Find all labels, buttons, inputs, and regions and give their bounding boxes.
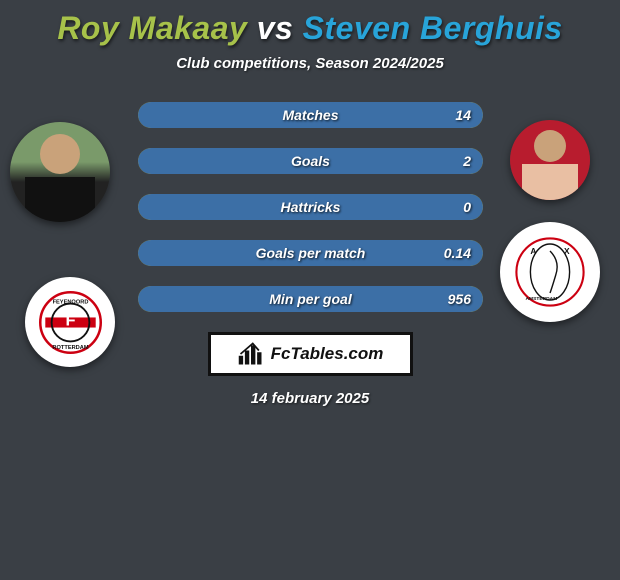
stats-bars: Matches14 Goals2 Hattricks0 Goals per match…: [138, 102, 483, 312]
player2-club-crest: A X AMSTERDAM: [500, 222, 600, 322]
feyenoord-crest-icon: FEYENOORD ROTTERDAM F: [39, 291, 102, 354]
player1-club-crest: FEYENOORD ROTTERDAM F: [25, 277, 115, 367]
bar-value: 14: [455, 107, 471, 123]
svg-text:AMSTERDAM: AMSTERDAM: [526, 296, 558, 302]
title-player2: Steven Berghuis: [303, 10, 563, 46]
svg-text:F: F: [65, 311, 75, 329]
title-player1: Roy Makaay: [57, 10, 247, 46]
branding-text: FcTables.com: [271, 344, 384, 364]
player1-avatar: [10, 122, 110, 222]
svg-text:X: X: [564, 246, 570, 256]
bar-value: 0.14: [444, 245, 471, 261]
bar-value: 956: [448, 291, 471, 307]
player2-avatar: [510, 120, 590, 200]
ajax-crest-icon: A X AMSTERDAM: [515, 237, 585, 307]
stat-bar: Goals per match0.14: [138, 240, 483, 266]
page-title: Roy Makaay vs Steven Berghuis: [0, 0, 620, 47]
bar-value: 0: [463, 199, 471, 215]
bar-label: Hattricks: [138, 199, 483, 215]
bar-chart-icon: [237, 341, 265, 367]
branding-badge: FcTables.com: [208, 332, 413, 376]
svg-text:ROTTERDAM: ROTTERDAM: [52, 344, 88, 350]
footer-date: 14 february 2025: [0, 390, 620, 407]
bar-label: Min per goal: [138, 291, 483, 307]
svg-text:FEYENOORD: FEYENOORD: [52, 299, 88, 305]
stat-bar: Matches14: [138, 102, 483, 128]
svg-text:A: A: [530, 246, 536, 256]
bar-label: Goals per match: [138, 245, 483, 261]
bar-value: 2: [463, 153, 471, 169]
title-vs: vs: [257, 10, 294, 46]
bar-label: Goals: [138, 153, 483, 169]
stat-bar: Min per goal956: [138, 286, 483, 312]
comparison-panel: FEYENOORD ROTTERDAM F A X AMSTERDAM Matc…: [0, 102, 620, 407]
subtitle: Club competitions, Season 2024/2025: [0, 47, 620, 72]
stat-bar: Goals2: [138, 148, 483, 174]
bar-label: Matches: [138, 107, 483, 123]
stat-bar: Hattricks0: [138, 194, 483, 220]
